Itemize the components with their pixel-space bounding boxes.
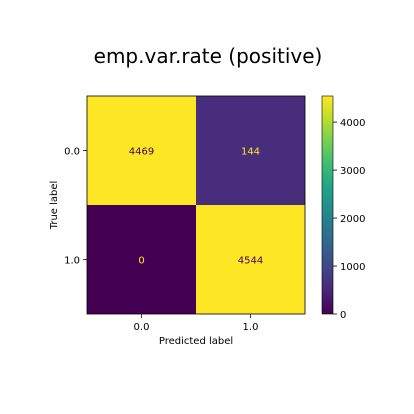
colorbar-tick-label: 2000 — [340, 214, 365, 225]
colorbar — [321, 95, 334, 315]
x-axis-ticks: 0.0 1.0 — [134, 314, 259, 333]
x-tick-label: 1.0 — [243, 322, 259, 333]
chart-title: emp.var.rate (positive) — [94, 44, 323, 68]
matrix-cell-0-0 — [87, 96, 196, 205]
cell-value-label-1-0: 0 — [138, 256, 144, 267]
y-axis-ticks: 0.0 1.0 — [64, 147, 87, 267]
cell-value-label-1-1: 4544 — [238, 256, 263, 267]
cell-value-label-0-1: 144 — [241, 147, 260, 158]
colorbar-tick-label: 0 — [340, 310, 346, 321]
matrix-cell-1-1 — [196, 205, 305, 314]
x-axis-label: Predicted label — [159, 336, 233, 347]
matrix-cells: 4469 144 0 4544 — [87, 96, 305, 314]
matrix-frame — [86, 95, 306, 315]
y-axis-label: True label — [49, 181, 60, 231]
x-tick-label: 0.0 — [134, 322, 150, 333]
y-tick-label: 0.0 — [64, 147, 80, 158]
colorbar-tick-label: 4000 — [340, 118, 365, 129]
matrix-cell-0-1 — [196, 96, 305, 205]
colorbar-tick-label: 1000 — [340, 262, 365, 273]
colorbar-ticks: 0 1000 2000 3000 4000 — [333, 118, 365, 321]
y-tick-label: 1.0 — [64, 256, 80, 267]
matrix-cell-1-0 — [87, 205, 196, 314]
cell-value-label-0-0: 4469 — [129, 147, 154, 158]
colorbar-tick-label: 3000 — [340, 166, 365, 177]
